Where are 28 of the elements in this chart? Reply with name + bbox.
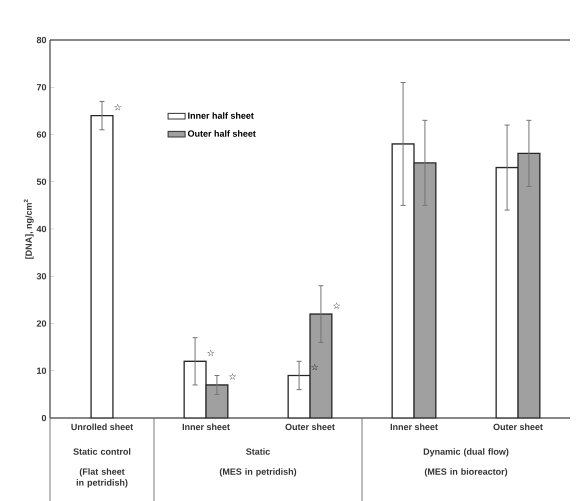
y-tick-label: 80	[36, 36, 46, 44]
legend-label: Inner half sheet	[188, 112, 254, 119]
x-tick-label: Outer sheet	[493, 424, 543, 430]
text: (Flat sheet in petridish)	[76, 468, 128, 488]
y-tick-label: 30	[36, 273, 46, 280]
x-tick-label: Inner sheet	[182, 424, 230, 430]
text: Dynamic (dual flow)	[424, 448, 508, 457]
y-tick-label: 10	[37, 368, 46, 374]
legend-label: Outer half sheet	[188, 130, 256, 137]
y-tick-label: 0	[42, 414, 46, 422]
text: (MES in petridish)	[220, 468, 296, 477]
x-tick-label: Unrolled sheet	[71, 424, 134, 430]
y-tick-label: 20	[36, 320, 46, 327]
annotation: ☆	[207, 350, 214, 356]
text: Static	[246, 448, 270, 455]
annotation: ☆	[333, 302, 340, 309]
annotation: ☆	[229, 373, 236, 380]
x-tick-label: Inner sheet	[390, 424, 438, 430]
text: Static control	[73, 448, 130, 455]
x-tick-label: Outer sheet	[285, 424, 335, 430]
y-axis-title: [DNA], ng/cm$^{2}$	[24, 199, 34, 259]
y-tick-label: 70	[36, 84, 46, 90]
y-tick-label: 60	[36, 131, 46, 138]
y-tick-label: 40	[36, 226, 46, 232]
y-tick-label: 50	[36, 178, 46, 185]
annotation: ☆	[311, 364, 318, 370]
text: (MES in bioreactor)	[424, 468, 508, 477]
annotation: ☆	[114, 104, 122, 110]
